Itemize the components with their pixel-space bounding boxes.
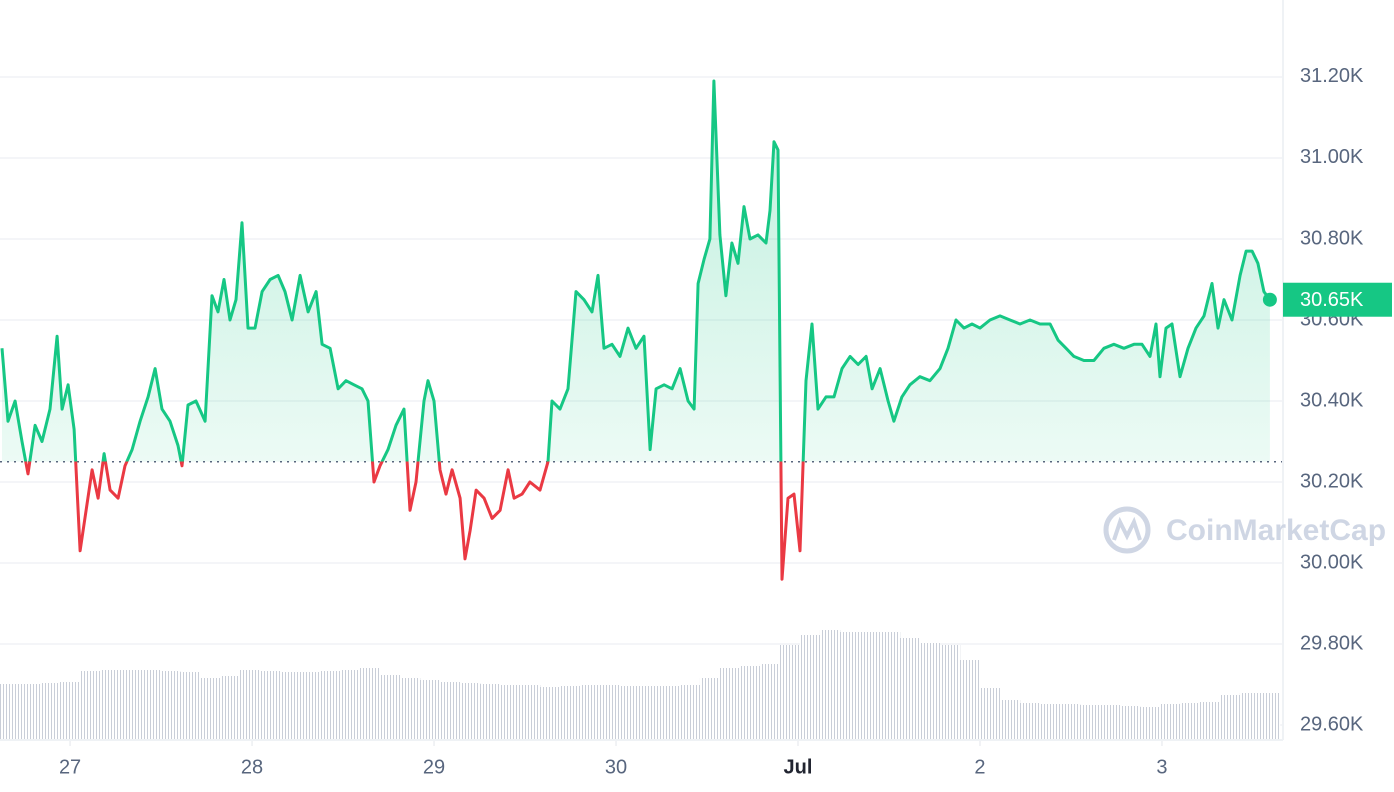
volume-bar bbox=[1219, 695, 1241, 740]
volume-bar bbox=[919, 643, 941, 740]
volume-bar bbox=[199, 678, 221, 740]
volume-bar bbox=[799, 635, 821, 740]
volume-bar bbox=[1199, 702, 1221, 740]
volume-bar bbox=[219, 676, 241, 740]
volume-bar bbox=[759, 664, 781, 740]
x-tick-label: 28 bbox=[241, 756, 263, 778]
volume-bar bbox=[59, 682, 81, 740]
volume-bar bbox=[1119, 706, 1141, 740]
volume-bar bbox=[419, 680, 441, 740]
volume-bar bbox=[1059, 704, 1081, 740]
volume-bar bbox=[699, 678, 721, 740]
volume-bar bbox=[439, 682, 461, 740]
volume-bar bbox=[459, 683, 481, 740]
volume-bar bbox=[239, 670, 261, 740]
volume-bar bbox=[39, 683, 61, 740]
volume-bar bbox=[359, 668, 381, 740]
volume-bar bbox=[99, 670, 121, 740]
volume-bar bbox=[899, 638, 921, 740]
y-tick-label: 29.80K bbox=[1300, 632, 1364, 654]
volume-bar bbox=[499, 685, 521, 740]
volume-bar bbox=[599, 685, 621, 740]
volume-bar bbox=[579, 685, 601, 740]
y-tick-label: 31.20K bbox=[1300, 65, 1364, 87]
volume-bar bbox=[1099, 705, 1121, 740]
volume-bar bbox=[319, 671, 341, 740]
volume-bar bbox=[559, 686, 581, 740]
price-line bbox=[0, 79, 1272, 581]
volume-bar bbox=[139, 670, 161, 740]
x-tick-label: 30 bbox=[605, 756, 627, 778]
volume-bar bbox=[1179, 703, 1201, 740]
watermark-logo bbox=[1112, 516, 1142, 541]
volume-bar bbox=[819, 630, 841, 740]
volume-bar bbox=[879, 632, 901, 740]
volume-bar bbox=[79, 671, 101, 740]
volume-bar bbox=[299, 672, 321, 740]
volume-bar bbox=[959, 660, 981, 740]
volume-bar bbox=[679, 685, 701, 740]
x-tick-label: Jul bbox=[784, 756, 813, 778]
volume-bar bbox=[399, 678, 421, 740]
volume-bar bbox=[739, 666, 761, 740]
y-tick-label: 30.80K bbox=[1300, 227, 1364, 249]
x-tick-label: 29 bbox=[423, 756, 445, 778]
volume-bar bbox=[719, 668, 741, 740]
volume-bar bbox=[119, 670, 141, 740]
volume-bar bbox=[379, 675, 401, 740]
volume-bar bbox=[1159, 704, 1181, 740]
watermark-logo bbox=[1103, 506, 1151, 554]
y-tick-label: 30.00K bbox=[1300, 551, 1364, 573]
volume-bar bbox=[839, 632, 861, 740]
volume-bar bbox=[1079, 705, 1101, 740]
volume-bar bbox=[179, 672, 201, 740]
volume-bar bbox=[1139, 707, 1161, 740]
volume-bar bbox=[639, 686, 661, 740]
x-tick-label: 2 bbox=[974, 756, 985, 778]
volume-bar bbox=[539, 687, 561, 740]
watermark-text: CoinMarketCap bbox=[1166, 514, 1386, 547]
volume-bar bbox=[339, 670, 361, 740]
volume-bar bbox=[979, 688, 1001, 740]
volume-bar bbox=[279, 672, 301, 740]
y-tick-label: 30.40K bbox=[1300, 389, 1364, 411]
volume-bar bbox=[999, 700, 1021, 740]
volume-bar bbox=[859, 632, 881, 740]
volume-bar bbox=[159, 671, 181, 740]
x-tick-label: 27 bbox=[59, 756, 81, 778]
current-dot bbox=[1262, 292, 1277, 307]
volume-bar bbox=[259, 671, 281, 740]
y-tick-label: 30.20K bbox=[1300, 470, 1364, 492]
price-area bbox=[2, 81, 1270, 462]
volume-bar bbox=[519, 685, 541, 740]
volume-bar bbox=[1019, 703, 1041, 740]
volume-bar bbox=[939, 645, 961, 740]
volume-bar bbox=[1239, 693, 1261, 740]
volume-bar bbox=[19, 684, 41, 740]
price-tag bbox=[1283, 282, 1392, 317]
volume-bar bbox=[619, 686, 641, 740]
x-tick-label: 3 bbox=[1156, 756, 1167, 778]
volume-bar bbox=[779, 645, 801, 740]
volume bbox=[0, 630, 1281, 740]
volume-bar bbox=[659, 686, 681, 740]
volume-bar bbox=[479, 684, 501, 740]
volume-bar bbox=[0, 684, 21, 740]
price bbox=[0, 79, 1283, 581]
volume-bar bbox=[1259, 693, 1281, 740]
watermark: CoinMarketCap bbox=[1103, 506, 1386, 554]
y-tick-label: 29.60K bbox=[1300, 713, 1364, 735]
volume-bar bbox=[1039, 704, 1061, 740]
price-tag-label: 30.65K bbox=[1300, 289, 1364, 311]
labels: 29.60K29.80K30.00K30.20K30.40K30.60K30.8… bbox=[59, 65, 1392, 778]
y-tick-label: 31.00K bbox=[1300, 146, 1364, 168]
